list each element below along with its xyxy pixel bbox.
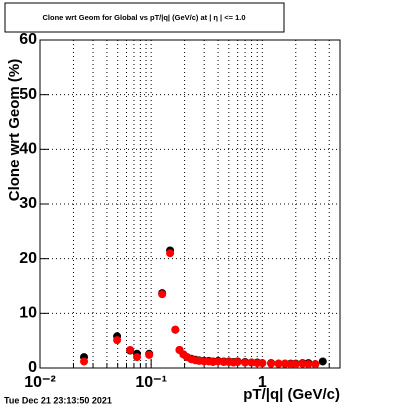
y-tick-label: 50: [19, 86, 37, 103]
y-tick-label: 10: [19, 305, 37, 322]
data-point: [113, 336, 122, 345]
data-point: [274, 359, 283, 368]
x-axis-title: pT/|q| (GeV/c): [243, 386, 340, 403]
x-tick-label: 1: [258, 374, 267, 391]
data-point: [291, 360, 300, 369]
data-point: [133, 353, 142, 362]
data-point: [126, 345, 135, 354]
data-point: [311, 360, 320, 369]
x-tick-label: 10⁻¹: [135, 374, 167, 391]
data-point: [298, 359, 307, 368]
plot-frame: [39, 39, 341, 369]
data-point: [258, 359, 267, 368]
data-point: [145, 350, 154, 359]
data-point: [171, 325, 180, 334]
data-point: [166, 249, 175, 258]
data-point: [318, 357, 327, 366]
y-tick-label: 60: [19, 31, 37, 48]
title-box: [4, 2, 285, 33]
y-tick-label: 0: [28, 359, 37, 376]
data-point: [233, 357, 242, 366]
data-point: [241, 358, 250, 367]
y-tick-label: 40: [19, 141, 37, 158]
timestamp: Tue Dec 21 23:13:50 2021: [4, 395, 112, 405]
y-tick-label: 30: [19, 195, 37, 212]
x-tick-label: 10⁻²: [24, 374, 56, 391]
y-tick-label: 20: [19, 250, 37, 267]
data-point: [304, 360, 313, 369]
data-point: [267, 359, 276, 368]
data-point: [158, 290, 167, 299]
y-axis-title: Clone wrt Geom (%): [6, 59, 23, 202]
data-point: [80, 357, 89, 366]
chart-title: Clone wrt Geom for Global vs pT/|q| (GeV…: [42, 13, 245, 22]
